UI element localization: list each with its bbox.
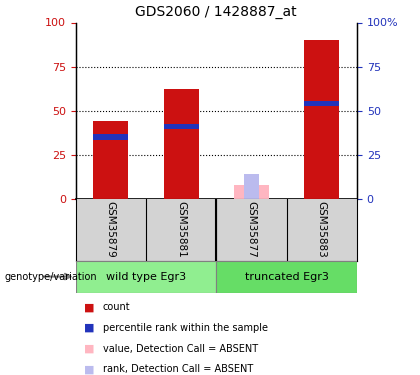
- Bar: [216, 261, 357, 292]
- Text: truncated Egr3: truncated Egr3: [245, 272, 328, 282]
- Bar: [93, 134, 129, 140]
- Text: GSM35877: GSM35877: [247, 201, 257, 258]
- Text: GSM35879: GSM35879: [106, 201, 116, 258]
- Text: ■: ■: [84, 364, 94, 374]
- Bar: [304, 40, 339, 199]
- Text: ■: ■: [84, 303, 94, 312]
- Bar: [93, 121, 129, 199]
- Bar: [163, 124, 199, 129]
- Text: percentile rank within the sample: percentile rank within the sample: [103, 323, 268, 333]
- Text: rank, Detection Call = ABSENT: rank, Detection Call = ABSENT: [103, 364, 253, 374]
- Text: wild type Egr3: wild type Egr3: [106, 272, 186, 282]
- Text: GSM35881: GSM35881: [176, 201, 186, 258]
- Bar: [304, 101, 339, 106]
- Bar: [76, 261, 216, 292]
- Bar: [244, 174, 260, 199]
- Bar: [234, 184, 269, 199]
- Text: count: count: [103, 303, 131, 312]
- Text: ■: ■: [84, 344, 94, 354]
- Text: GSM35883: GSM35883: [317, 201, 327, 258]
- Title: GDS2060 / 1428887_at: GDS2060 / 1428887_at: [136, 5, 297, 19]
- Text: value, Detection Call = ABSENT: value, Detection Call = ABSENT: [103, 344, 258, 354]
- Bar: [163, 90, 199, 199]
- Text: genotype/variation: genotype/variation: [4, 272, 97, 282]
- Text: ■: ■: [84, 323, 94, 333]
